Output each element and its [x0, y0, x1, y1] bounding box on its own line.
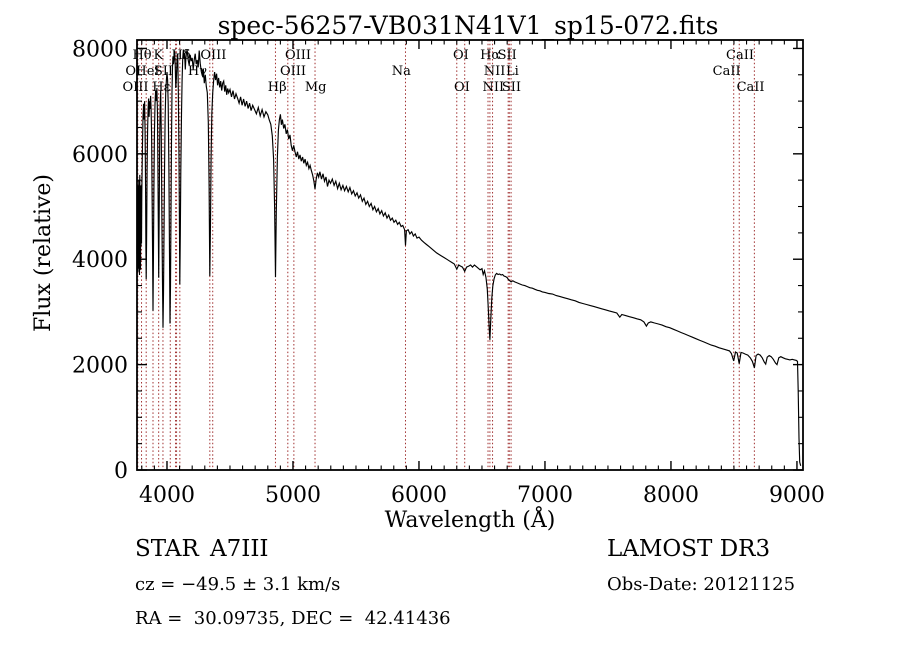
cz-value: cz = −49.5 ± 3.1 km/s	[135, 574, 340, 595]
spectrum-layer	[136, 49, 802, 466]
spectral-line-label: NII	[484, 64, 506, 79]
spectral-line-label: OI	[454, 80, 470, 95]
spectral-line-label: CaII	[737, 80, 765, 95]
object-type-label: STAR	[135, 536, 199, 562]
spectral-line-label: CaII	[713, 64, 741, 79]
spectral-line-label: CaII	[726, 48, 754, 63]
x-tick-label: 5000	[265, 483, 321, 508]
plot-title: spec-56257-VB031N41V1_sp15-072.fits	[218, 11, 719, 40]
y-tick-label: 2000	[72, 354, 128, 379]
y-tick-label: 8000	[72, 37, 128, 62]
line-marker-layer	[137, 40, 755, 470]
spectral-line-label: OIII	[280, 64, 306, 79]
spectral-line-label: Na	[392, 64, 411, 79]
obs-date-value: Obs-Date: 20121125	[607, 574, 795, 595]
spectral-line-label: OIII	[285, 48, 311, 63]
spectral-line-label: OI	[453, 48, 469, 63]
axes-layer: 4000 5000 6000 7000 8000 9000 0 2000 4000 6000 800…	[72, 37, 825, 508]
y-tick-label: 4000	[72, 248, 128, 273]
spectral-line-label: NII	[482, 80, 504, 95]
object-subclass-label: A7III	[209, 536, 269, 562]
spectral-line-label: Hβ	[268, 80, 287, 95]
y-tick-label: 0	[114, 459, 128, 484]
x-axis-title: Wavelength (Å)	[385, 505, 556, 533]
x-tick-label: 6000	[391, 483, 447, 508]
spectral-line-label: OIII	[122, 80, 148, 95]
x-tick-label: 7000	[517, 483, 573, 508]
y-axis-title: Flux (relative)	[31, 174, 56, 332]
plot-frame	[136, 39, 804, 471]
spectral-line-label: Hθ	[132, 48, 151, 63]
spectral-line-label: SII	[154, 64, 173, 79]
x-tick-label: 9000	[769, 483, 825, 508]
spectral-line-label: SII	[498, 48, 517, 63]
ra-dec-value: RA = 30.09735, DEC = 42.41436	[135, 608, 451, 629]
spectral-line-label: Hα	[480, 48, 500, 63]
y-tick-label: 6000	[72, 143, 128, 168]
x-tick-label: 8000	[643, 483, 699, 508]
spectrum-line	[136, 49, 802, 466]
spectral-line-label: K	[154, 48, 164, 63]
survey-label: LAMOST DR3	[607, 536, 770, 562]
spectral-line-label: OIII	[200, 48, 226, 63]
spectral-line-label: SII	[502, 80, 521, 95]
spectral-line-label: Mg	[305, 80, 327, 95]
x-tick-label: 4000	[139, 483, 195, 508]
spectral-line-label: Li	[506, 64, 519, 79]
